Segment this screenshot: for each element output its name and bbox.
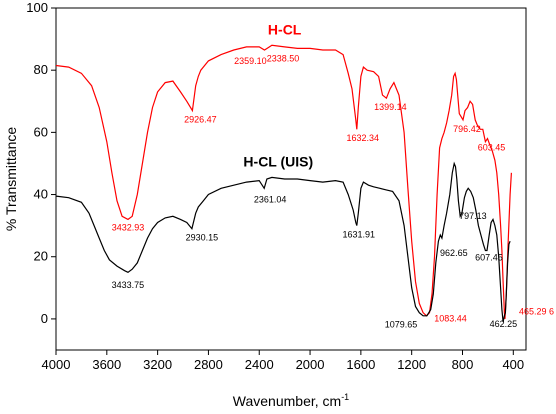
peak-label: 465.29 6 [519,307,554,317]
peak-label: 1083.44 [434,314,467,324]
peak-label: 1632.34 [346,133,379,143]
series-labels: H-CL H-CL (UIS) [243,21,313,169]
peak-label: 1079.65 [385,320,418,330]
x-tick-label: 1600 [346,357,375,372]
x-axis-label-superscript: -1 [341,392,349,402]
peak-annotations: 3432.93 2926.47 2359.10 2338.50 1632.34 1399.… [112,53,554,329]
x-axis-label-text: Wavenumber, cm [233,393,341,409]
peak-label: 2359.10 [234,56,267,66]
y-tick-label: 80 [34,62,48,77]
x-tick-label: 4000 [42,357,71,372]
x-tick-label: 2800 [194,357,223,372]
peak-label: 3433.75 [112,280,145,290]
peak-label: 1631.91 [343,230,376,240]
peak-label: 2930.15 [186,233,219,243]
series-line-h-cl-uis [55,161,511,323]
peak-label: 962.65 [440,248,468,258]
x-tick-label: 2000 [296,357,325,372]
x-axis-label: Wavenumber, cm-1 [233,392,349,409]
y-tick-label: 40 [34,187,48,202]
series-lines [55,44,512,323]
peak-label: 796.42 [453,124,481,134]
peak-label: 607.45 [475,253,503,263]
y-tick-label: 100 [26,0,48,15]
peak-label: 1399.14 [374,102,407,112]
x-tick-label: 1200 [397,357,426,372]
y-tick-label: 0 [41,311,48,326]
series-line-h-cl [55,44,512,319]
peak-label: 3432.93 [112,222,145,232]
y-ticks: 0 20 40 60 80 100 [26,0,56,326]
x-tick-label: 2400 [245,357,274,372]
x-ticks: 4000 3600 3200 2800 2400 2000 1600 1200 800 400 [42,350,524,372]
peak-label: 2926.47 [184,115,217,125]
x-tick-label: 3200 [143,357,172,372]
peak-label: 603.45 [478,143,506,153]
peak-label: 462.25 [490,319,518,329]
x-tick-label: 3600 [92,357,121,372]
y-tick-label: 20 [34,249,48,264]
y-axis-label: % Transmittance [3,127,19,231]
x-tick-label: 800 [452,357,474,372]
peak-label: 797.13 [459,211,487,221]
peak-label: 2361.04 [254,194,287,204]
series-label-h-cl-uis: H-CL (UIS) [243,154,313,170]
peak-label: 2338.50 [267,53,300,63]
plot-area-frame [55,7,527,351]
series-label-h-cl: H-CL [268,21,302,37]
y-tick-label: 60 [34,124,48,139]
x-tick-label: 400 [502,357,524,372]
